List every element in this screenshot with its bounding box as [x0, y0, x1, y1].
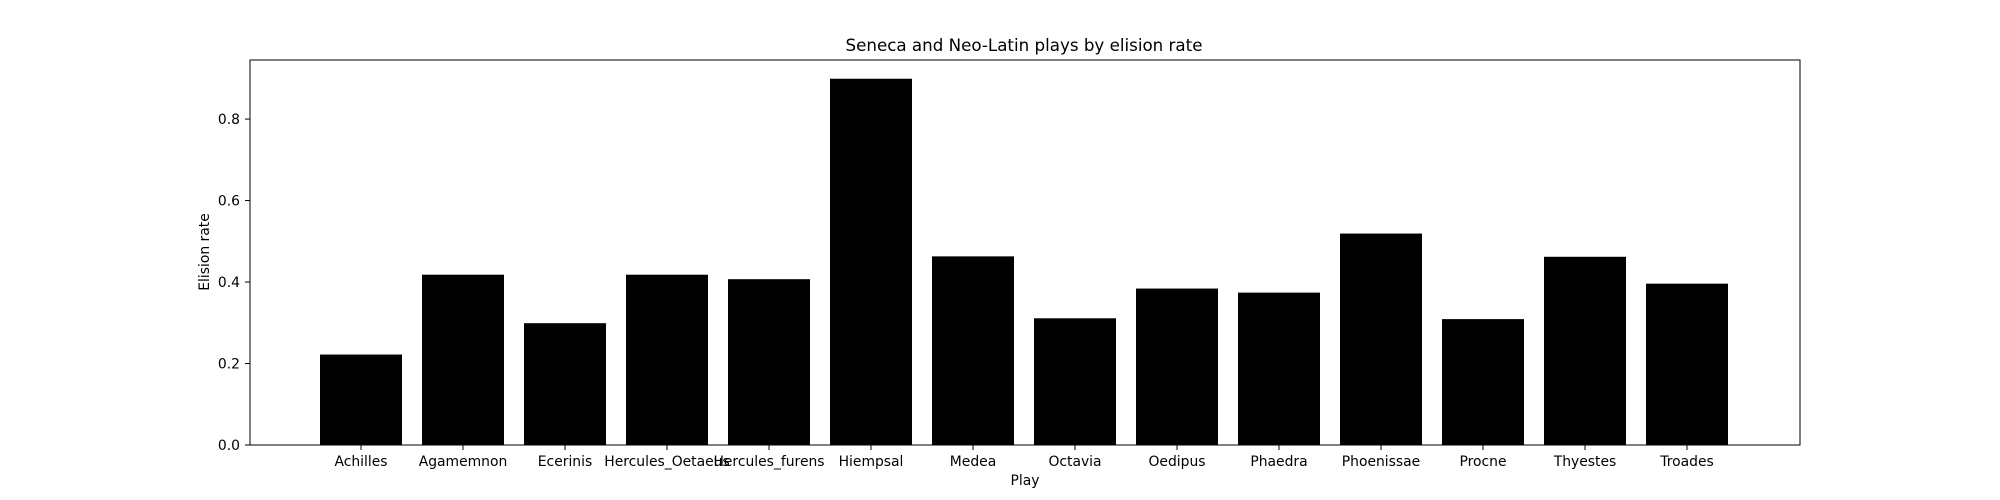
bar-hercules-oetaeus — [626, 274, 708, 445]
x-tick-label: Phoenissae — [1342, 454, 1420, 470]
bar-ecerinis — [524, 323, 606, 445]
y-tick-label: 0.0 — [218, 438, 240, 454]
x-tick-label: Hercules_furens — [713, 454, 824, 470]
x-tick-label: Procne — [1459, 454, 1506, 470]
bars-group — [320, 78, 1728, 446]
x-tick-label: Achilles — [334, 454, 387, 470]
bar-thyestes — [1544, 256, 1626, 445]
x-axis-ticks: Achilles Agamemnon Ecerinis Hercules_Oetaeu… — [334, 445, 1714, 470]
bar-hiempsal — [830, 78, 912, 446]
x-tick-label: Octavia — [1048, 454, 1101, 470]
bar-medea — [932, 256, 1014, 445]
plot-frame — [249, 59, 1801, 446]
y-tick-label: 0.6 — [218, 194, 240, 210]
x-tick-label: Phaedra — [1250, 454, 1307, 470]
bar-troades — [1646, 283, 1728, 445]
x-axis-label: Play — [1011, 473, 1040, 489]
x-tick-label: Troades — [1659, 454, 1713, 470]
x-tick-label: Oedipus — [1148, 454, 1205, 470]
x-tick-label: Medea — [950, 454, 996, 470]
bar-agamemnon — [422, 274, 504, 445]
bar-oedipus — [1136, 288, 1218, 445]
bar-achilles — [320, 354, 402, 445]
x-tick-label: Ecerinis — [538, 454, 592, 470]
bar-hercules-furens — [728, 279, 810, 445]
y-axis-ticks: 0.0 0.2 0.4 0.6 0.8 — [218, 112, 250, 454]
x-tick-label: Hercules_Oetaeus — [604, 454, 729, 470]
bar-phaedra — [1238, 292, 1320, 445]
y-tick-label: 0.4 — [218, 275, 240, 291]
x-tick-label: Thyestes — [1553, 454, 1617, 470]
y-tick-label: 0.2 — [218, 357, 240, 373]
bar-procne — [1442, 319, 1524, 445]
x-tick-label: Hiempsal — [839, 454, 904, 470]
bar-phoenissae — [1340, 233, 1422, 445]
chart-title: Seneca and Neo-Latin plays by elision ra… — [846, 35, 1203, 55]
y-axis-label: Elision rate — [197, 213, 213, 291]
y-tick-label: 0.8 — [218, 112, 240, 128]
x-tick-label: Agamemnon — [419, 454, 508, 470]
bar-octavia — [1034, 318, 1116, 445]
